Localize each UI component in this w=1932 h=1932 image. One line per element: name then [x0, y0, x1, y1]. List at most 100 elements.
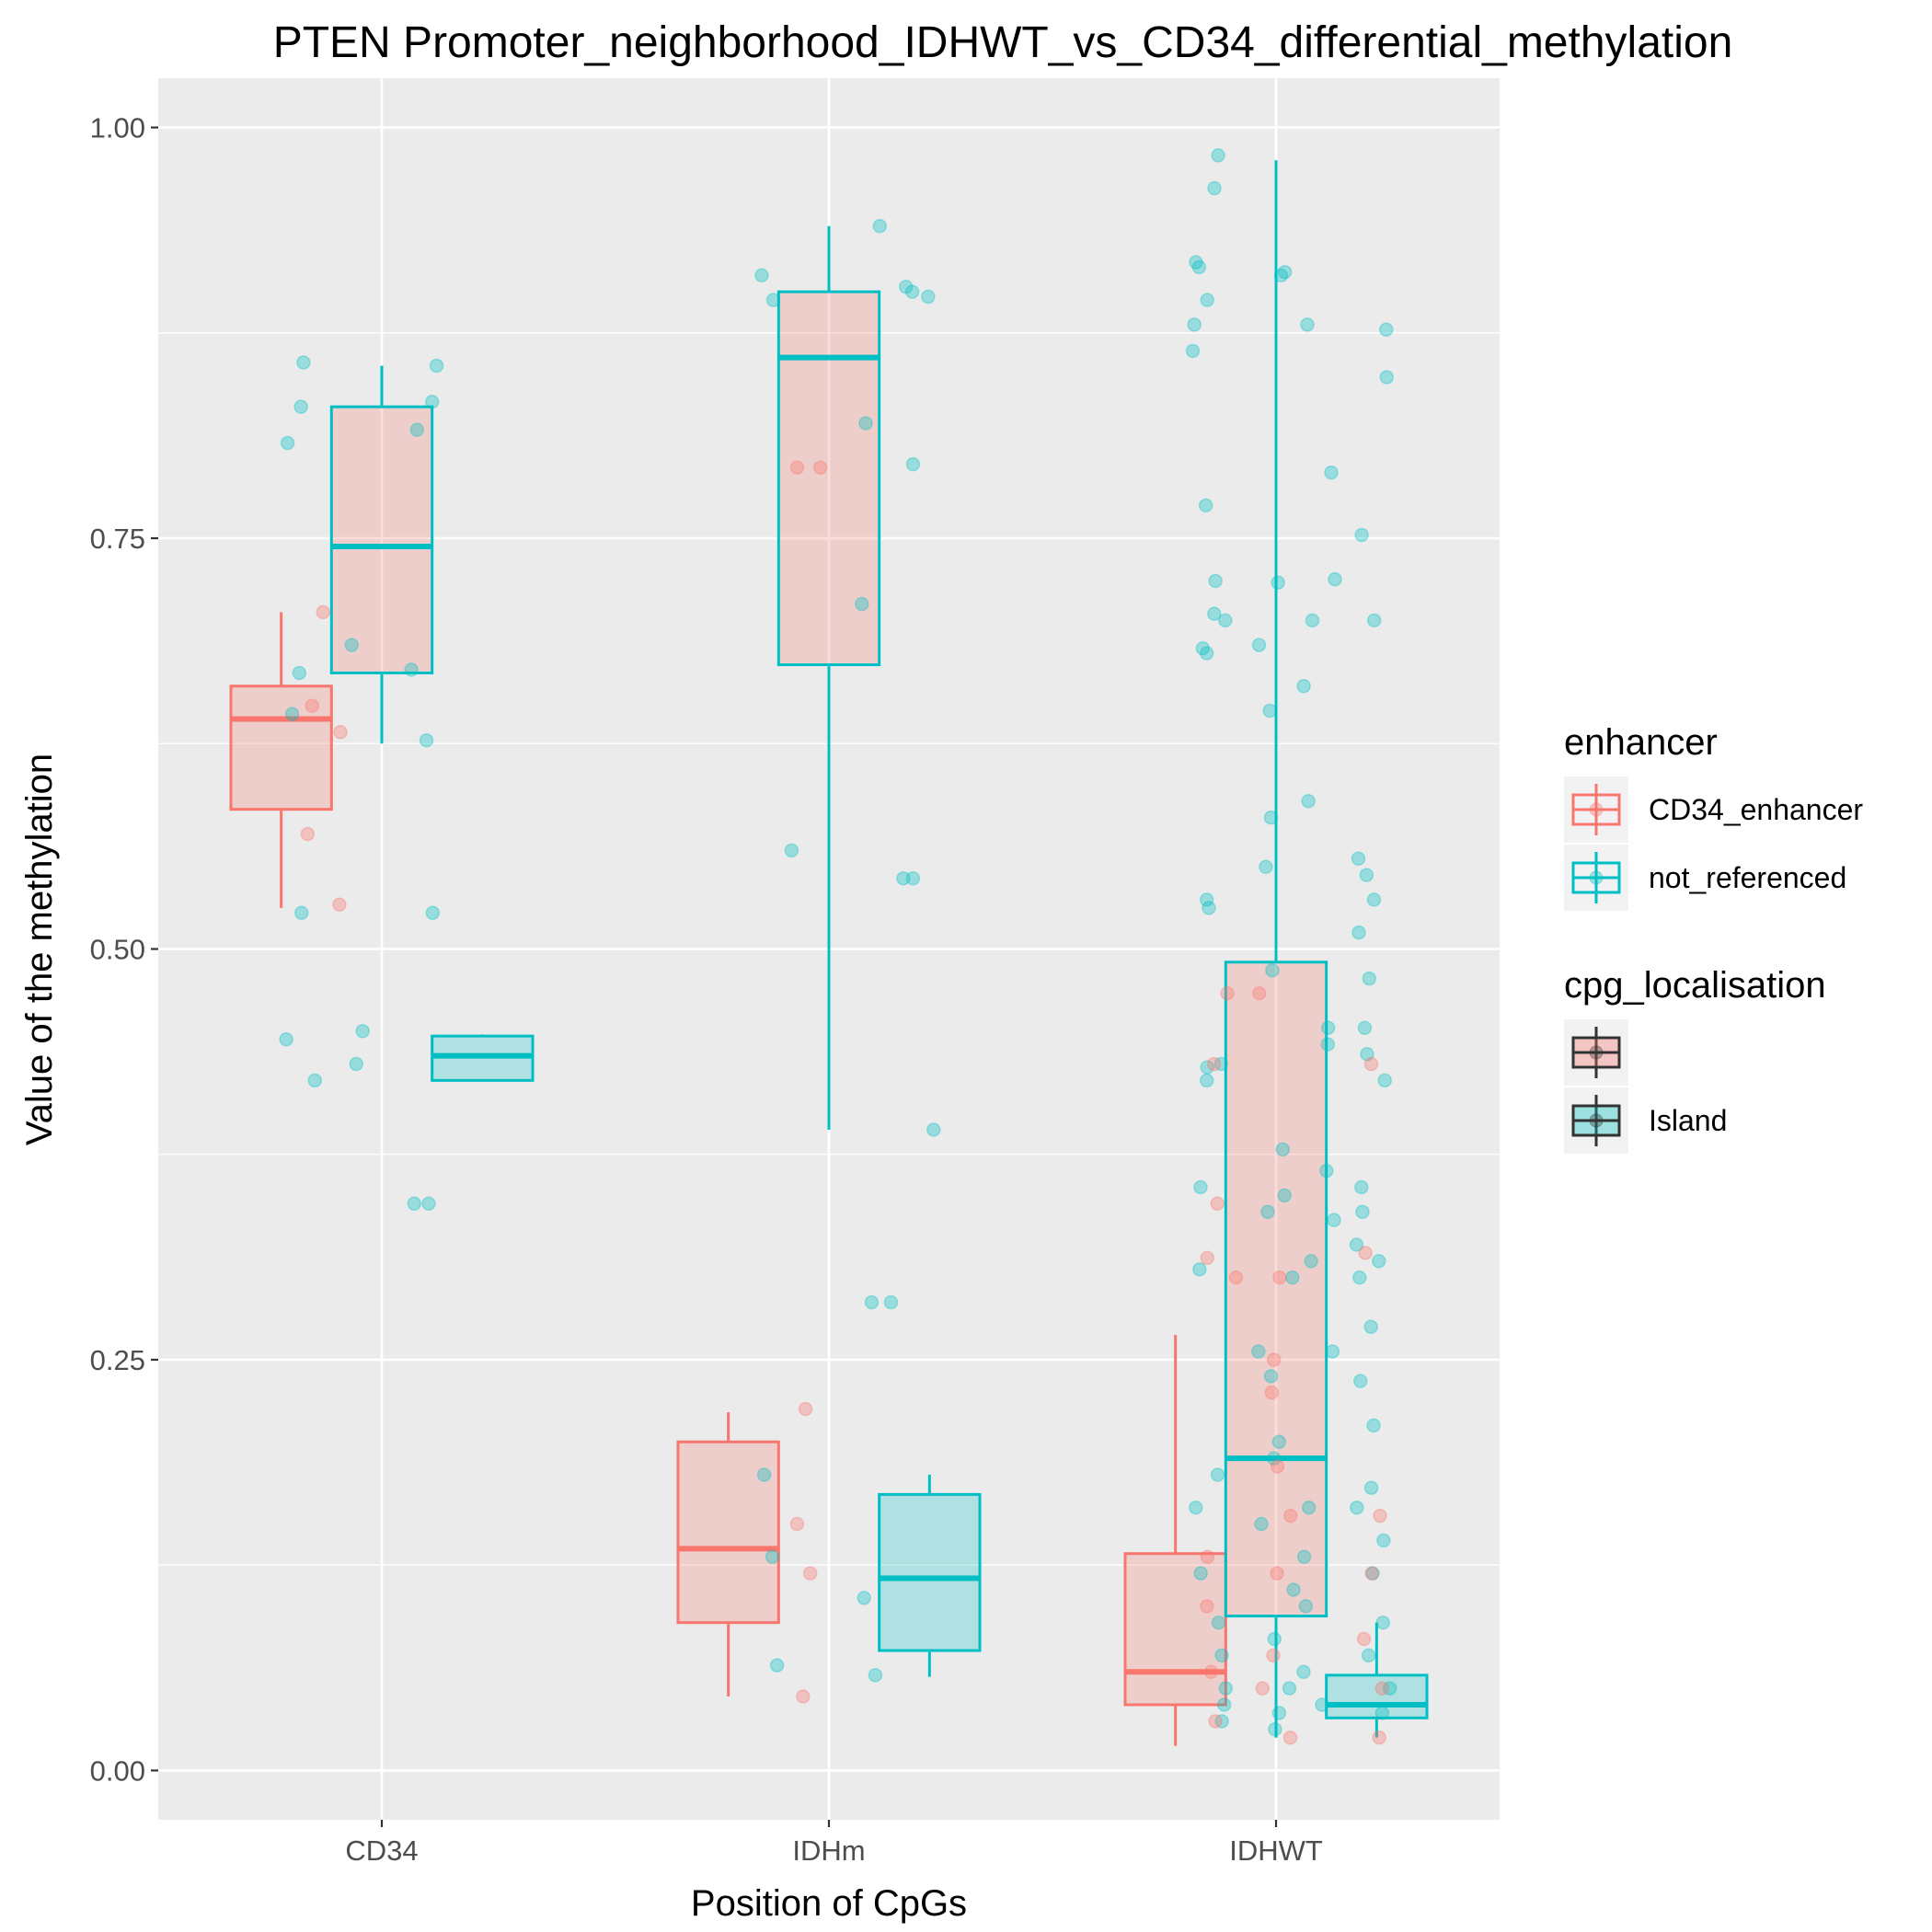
data-point [802, 1566, 818, 1581]
box-IDHm-not_referenced [776, 225, 881, 1130]
data-point [1351, 851, 1366, 867]
legend-title: enhancer [1564, 722, 1718, 763]
data-point [1282, 1681, 1297, 1696]
data-point [1251, 1344, 1266, 1359]
points [279, 148, 1397, 1745]
data-point [1359, 868, 1374, 882]
data-point [1200, 1060, 1214, 1075]
data-point [1208, 573, 1223, 589]
data-point [1191, 259, 1207, 275]
data-point [1210, 1196, 1225, 1212]
data-point [1216, 1697, 1232, 1712]
data-point [756, 1467, 772, 1482]
data-point [292, 665, 307, 681]
data-point [857, 1591, 871, 1605]
data-point [1193, 1566, 1208, 1581]
data-point [1264, 1385, 1279, 1400]
legend-label: CD34_enhancer [1649, 793, 1863, 826]
data-point [1366, 892, 1382, 907]
data-point [1300, 317, 1315, 332]
data-point [1324, 465, 1339, 480]
data-point [864, 1294, 880, 1310]
data-point [1263, 810, 1279, 825]
data-point [1354, 1179, 1369, 1195]
data-point [1277, 264, 1293, 280]
box-body [676, 1440, 780, 1625]
data-point [1362, 971, 1377, 986]
data-point [1210, 1467, 1225, 1482]
y-tick-label: 1.00 [90, 112, 145, 144]
data-point [404, 662, 419, 677]
y-tick-label: 0.25 [90, 1344, 145, 1376]
data-point [424, 395, 440, 409]
data-point [1254, 1516, 1269, 1532]
data-point [1363, 1480, 1379, 1496]
data-point [305, 698, 319, 713]
y-tick-label: 0.50 [90, 934, 145, 966]
data-point [419, 732, 434, 748]
data-point [905, 870, 921, 886]
data-point [294, 905, 309, 920]
data-point [1268, 1722, 1282, 1737]
data-point [1325, 1344, 1340, 1359]
data-point [1193, 1179, 1208, 1195]
chart-title: PTEN Promoter_neighborhood_IDHWT_vs_CD34… [273, 18, 1733, 67]
data-point [421, 1196, 436, 1212]
legend-key [1564, 1087, 1628, 1154]
data-point [1283, 1508, 1298, 1524]
data-point [1265, 962, 1280, 978]
data-point [1263, 1369, 1279, 1384]
x-axis: CD34 IDHm IDHWT [345, 1820, 1323, 1867]
data-point [1213, 1056, 1229, 1072]
data-point [1296, 1664, 1311, 1680]
data-point [429, 358, 444, 374]
y-tick-label: 0.00 [90, 1754, 145, 1787]
data-point [1356, 1631, 1372, 1647]
data-point [1352, 1270, 1367, 1285]
data-point [296, 355, 311, 370]
box-IDHWT-not_referenced-Island [1325, 1622, 1429, 1738]
data-point [1350, 1500, 1364, 1515]
data-point [409, 422, 425, 437]
data-point [279, 1031, 293, 1047]
data-point [883, 1294, 899, 1310]
data-point [1319, 1163, 1334, 1179]
data-point [1373, 1508, 1387, 1524]
legend-label: not_referenced [1649, 861, 1846, 894]
data-point [1301, 1500, 1317, 1515]
data-point [1206, 1056, 1222, 1072]
data-point [812, 460, 828, 475]
data-point [1200, 1599, 1214, 1614]
data-point [1357, 1020, 1373, 1035]
data-point [1220, 985, 1235, 1001]
data-point [1200, 1549, 1215, 1565]
data-point [1320, 1020, 1336, 1035]
data-point [868, 1668, 883, 1683]
data-point [1374, 1681, 1390, 1696]
data-point [1358, 1246, 1373, 1260]
data-point [798, 1401, 813, 1417]
boxes [229, 160, 1429, 1746]
box-body [776, 290, 881, 667]
box-IDHm-CD34_enhancer-Island [676, 1412, 780, 1697]
data-point [425, 905, 441, 920]
y-tick-label: 0.75 [90, 523, 145, 555]
box-IDHWT-not_referenced [1224, 160, 1328, 1738]
data-point [1304, 1254, 1318, 1269]
data-point [1374, 1706, 1390, 1720]
data-point [1211, 148, 1225, 163]
data-point [1366, 613, 1382, 628]
data-point [1351, 925, 1366, 940]
data-point [1372, 1730, 1386, 1745]
legend-key-point [1589, 870, 1604, 885]
data-point [1379, 370, 1395, 385]
data-point [769, 1658, 785, 1673]
data-point [858, 416, 873, 431]
data-point [1305, 613, 1320, 628]
data-point [896, 870, 911, 886]
data-point [1352, 1374, 1368, 1388]
data-point [1271, 1434, 1287, 1450]
data-point [1270, 1566, 1284, 1581]
data-point [921, 289, 936, 305]
data-point [1275, 1142, 1290, 1157]
